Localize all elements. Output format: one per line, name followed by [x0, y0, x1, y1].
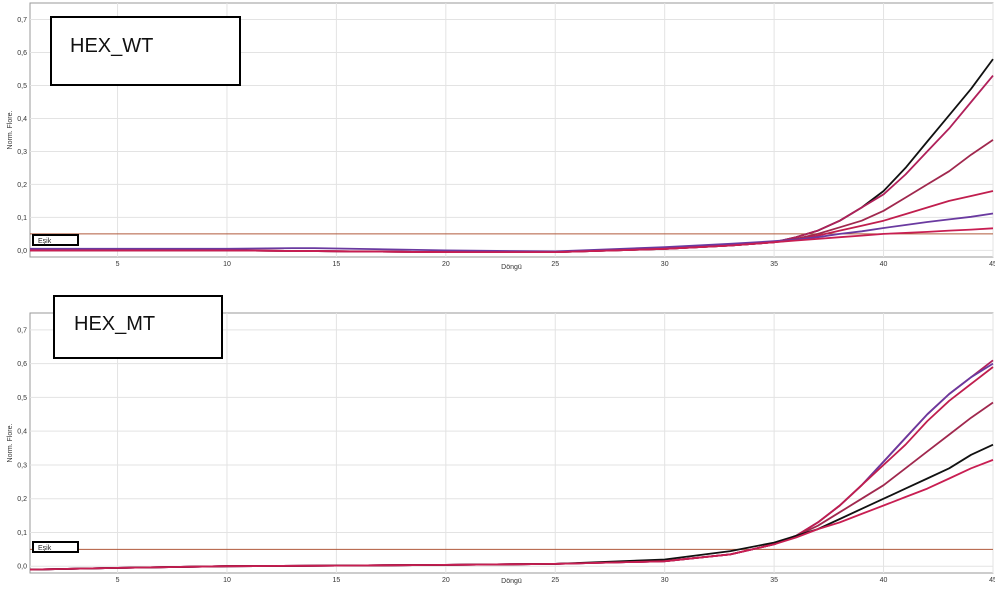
x-tick-label: 40: [880, 261, 888, 268]
y-tick-label: 0,3: [17, 462, 27, 469]
y-tick-label: 0,1: [17, 215, 27, 222]
y-tick-label: 0,1: [17, 530, 27, 537]
x-tick-label: 40: [880, 577, 888, 584]
x-tick-label: 15: [333, 261, 341, 268]
chart-title-box: [50, 16, 241, 86]
chart-title-box: [53, 295, 223, 359]
x-tick-label: 25: [551, 577, 559, 584]
series-line-6: [30, 227, 994, 253]
x-tick-label: 35: [770, 577, 778, 584]
threshold-label: Eşik: [38, 238, 52, 245]
x-tick-label: 30: [661, 261, 669, 268]
x-tick-label: 5: [116, 261, 120, 268]
threshold-label-box: [32, 234, 79, 246]
y-tick-label: 0,6: [17, 50, 27, 57]
y-tick-label: 0,7: [17, 17, 27, 24]
x-axis-label: Döngü: [501, 264, 522, 271]
x-tick-label: 20: [442, 261, 450, 268]
x-tick-label: 10: [223, 577, 231, 584]
y-tick-label: 0,0: [17, 564, 27, 571]
x-tick-label: 30: [661, 577, 669, 584]
x-tick-label: 20: [442, 577, 450, 584]
x-tick-label: 45: [989, 577, 995, 584]
y-tick-label: 0,4: [17, 429, 27, 436]
y-axis-label: Norm. Flore.: [7, 111, 14, 150]
y-axis-label: Norm. Flore.: [7, 424, 14, 463]
y-tick-label: 0,5: [17, 395, 27, 402]
y-tick-label: 0,7: [17, 327, 27, 334]
y-tick-label: 0,0: [17, 248, 27, 255]
threshold-label-box: [32, 541, 79, 553]
y-tick-label: 0,3: [17, 149, 27, 156]
y-tick-label: 0,6: [17, 361, 27, 368]
chart-title: HEX_WT: [70, 35, 153, 57]
x-tick-label: 45: [989, 261, 995, 268]
x-tick-label: 25: [551, 261, 559, 268]
chart-title: HEX_MT: [74, 313, 155, 335]
series-line-5: [30, 212, 994, 253]
x-tick-label: 15: [333, 577, 341, 584]
y-tick-label: 0,2: [17, 496, 27, 503]
x-tick-label: 5: [116, 577, 120, 584]
y-tick-label: 0,4: [17, 116, 27, 123]
x-axis-label: Döngü: [501, 578, 522, 585]
y-tick-label: 0,2: [17, 182, 27, 189]
x-tick-label: 35: [770, 261, 778, 268]
series-line-6: [29, 459, 994, 571]
x-tick-label: 10: [223, 261, 231, 268]
threshold-label: Eşik: [38, 545, 52, 552]
y-tick-label: 0,5: [17, 83, 27, 90]
